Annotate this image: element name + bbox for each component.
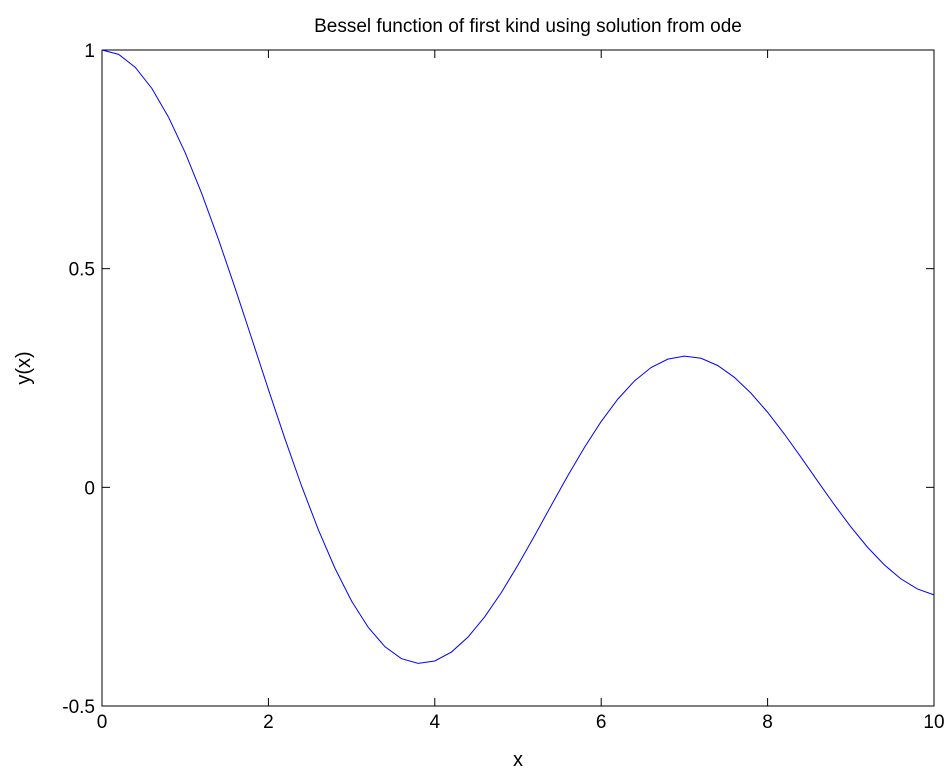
x-tick-label: 4 <box>430 712 441 733</box>
axis-ticks <box>101 49 935 707</box>
axis-tick-labels: 0 2 4 6 8 10-0.500.51 <box>62 41 944 733</box>
x-tick-label: 8 <box>762 712 773 733</box>
y-axis-label: y(x) <box>13 351 35 384</box>
series-line-bessel <box>101 49 935 664</box>
x-tick-label: 10 <box>923 712 944 733</box>
chart-title: Bessel function of first kind using solu… <box>314 16 742 37</box>
x-tick-label: 2 <box>263 712 274 733</box>
y-tick-label: 0.5 <box>69 260 95 281</box>
y-tick-label: 1 <box>84 41 95 62</box>
x-tick-label: 0 <box>97 712 108 733</box>
y-tick-label: -0.5 <box>62 697 95 718</box>
x-axis-label: x <box>513 749 523 771</box>
x-tick-label: 6 <box>596 712 607 733</box>
plot-area-frame <box>101 49 935 707</box>
y-tick-label: 0 <box>84 478 95 499</box>
